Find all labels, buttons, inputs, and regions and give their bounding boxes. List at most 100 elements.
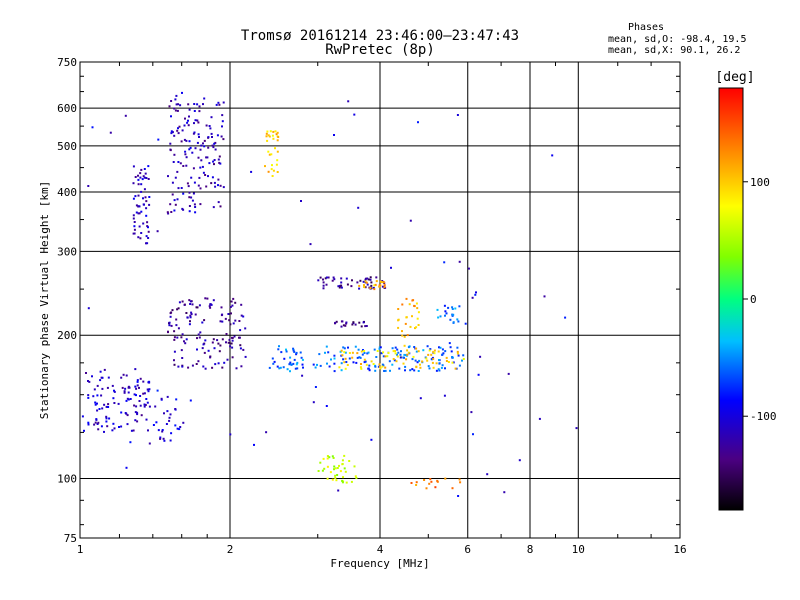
data-point xyxy=(325,345,328,348)
data-point xyxy=(189,399,192,402)
data-point xyxy=(113,390,116,393)
data-point xyxy=(369,278,372,281)
data-point xyxy=(355,477,358,479)
data-point xyxy=(389,369,391,372)
data-point xyxy=(437,316,440,319)
data-point xyxy=(198,304,201,307)
data-point xyxy=(396,355,399,358)
data-point xyxy=(343,467,346,470)
data-point xyxy=(382,355,385,358)
data-point xyxy=(343,351,346,354)
data-point xyxy=(188,108,191,111)
data-point xyxy=(93,423,96,426)
data-point xyxy=(344,351,347,354)
data-point xyxy=(479,355,482,358)
data-point xyxy=(333,468,335,471)
data-point xyxy=(340,325,343,328)
data-point xyxy=(316,363,318,366)
data-point xyxy=(139,395,142,397)
data-point xyxy=(290,363,293,366)
data-point xyxy=(296,367,299,370)
data-point xyxy=(312,401,315,404)
data-point xyxy=(213,347,216,350)
data-point xyxy=(179,426,182,428)
data-point xyxy=(136,413,139,416)
data-point xyxy=(173,363,176,366)
x-tick-label: 16 xyxy=(673,543,686,556)
data-point xyxy=(341,481,344,484)
plot-frame xyxy=(79,61,681,539)
data-point xyxy=(212,338,215,341)
data-point xyxy=(374,365,377,368)
data-point xyxy=(191,151,194,154)
data-point xyxy=(133,221,136,223)
data-point xyxy=(416,317,419,320)
data-point xyxy=(167,212,170,215)
data-point xyxy=(518,459,521,462)
data-point xyxy=(435,369,438,372)
data-point xyxy=(184,153,187,156)
data-point xyxy=(146,388,149,391)
data-point xyxy=(351,279,353,282)
data-point xyxy=(216,134,219,137)
data-point xyxy=(140,183,143,186)
data-point xyxy=(178,125,181,128)
data-point xyxy=(338,464,340,467)
data-point xyxy=(394,352,397,355)
data-point xyxy=(221,313,224,316)
data-point xyxy=(192,167,195,170)
data-point xyxy=(344,470,347,473)
data-point xyxy=(147,237,150,239)
data-point xyxy=(171,131,174,134)
data-point xyxy=(204,339,207,342)
data-point xyxy=(324,277,327,280)
data-point xyxy=(187,103,190,106)
data-point xyxy=(212,206,215,209)
data-point xyxy=(378,363,381,366)
data-point xyxy=(451,306,454,309)
data-point xyxy=(140,232,143,234)
data-point xyxy=(96,402,98,405)
data-point xyxy=(397,351,400,354)
data-point xyxy=(94,421,97,424)
data-point xyxy=(101,387,104,390)
data-point xyxy=(342,358,345,361)
data-point xyxy=(137,194,140,197)
data-point xyxy=(340,349,343,352)
data-point xyxy=(442,352,445,355)
data-point xyxy=(176,336,179,339)
data-point xyxy=(322,287,325,290)
data-point xyxy=(176,198,179,201)
data-point xyxy=(370,281,373,284)
data-point xyxy=(207,146,210,149)
data-point xyxy=(81,415,84,418)
data-point xyxy=(138,212,141,215)
data-point xyxy=(417,311,420,314)
data-point xyxy=(430,358,433,361)
colorbar-tick-label: -100 xyxy=(750,410,777,423)
data-point xyxy=(438,359,440,361)
data-point xyxy=(423,479,426,481)
data-point xyxy=(327,276,330,279)
data-point xyxy=(319,364,322,367)
data-point xyxy=(417,121,419,124)
data-points xyxy=(81,91,578,497)
data-point xyxy=(132,429,135,432)
data-point xyxy=(183,124,186,127)
data-point xyxy=(394,350,396,353)
data-point xyxy=(415,326,418,329)
data-point xyxy=(142,197,144,200)
data-point xyxy=(454,367,457,370)
data-point xyxy=(107,376,110,379)
data-point xyxy=(145,235,148,238)
data-point xyxy=(177,327,180,330)
data-point xyxy=(415,302,418,305)
colorbar-tick-label: 100 xyxy=(750,176,770,189)
data-point xyxy=(173,336,176,339)
data-point xyxy=(209,303,212,306)
data-point xyxy=(185,164,188,167)
data-point xyxy=(272,130,275,133)
data-point xyxy=(223,361,226,364)
data-point xyxy=(400,350,402,353)
data-point xyxy=(443,304,446,307)
